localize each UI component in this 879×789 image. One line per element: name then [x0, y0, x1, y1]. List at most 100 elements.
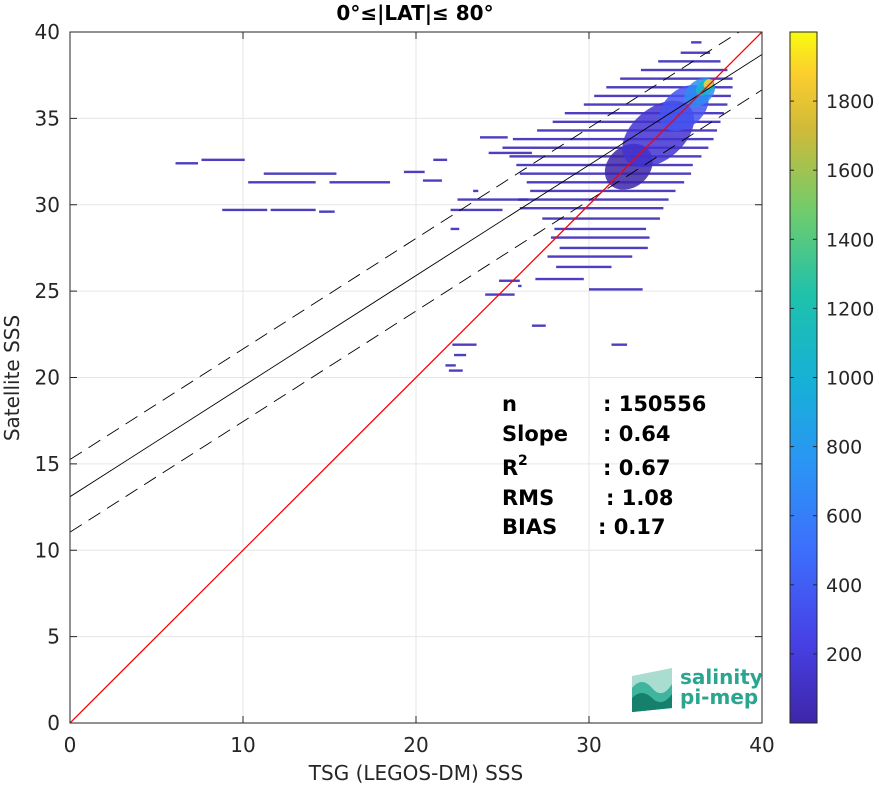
y-tick-label: 35: [35, 106, 60, 130]
density-bin-row: [422, 179, 442, 182]
density-bin-row: [509, 155, 702, 158]
density-bin-row: [537, 129, 718, 132]
density-bin-row: [589, 288, 643, 291]
density-bin-row: [594, 94, 731, 98]
y-tick-label: 10: [35, 538, 60, 562]
colorbar-tick-label: 1200: [826, 298, 874, 320]
identity-line: [70, 32, 762, 723]
density-bin-row: [445, 364, 456, 367]
density-bin-row: [499, 279, 520, 282]
stat-rms-value: : 1.08: [606, 486, 674, 510]
colorbar-tick-label: 1000: [826, 368, 874, 390]
x-tick-label: 10: [230, 733, 255, 757]
density-bin-row: [175, 162, 199, 165]
stat-bias-value: : 0.17: [598, 515, 666, 539]
x-axis-label: TSG (LEGOS-DM) SSS: [308, 761, 523, 785]
density-bin-row: [556, 265, 612, 269]
density-bin-row: [535, 277, 584, 281]
stat-rms-label: RMS: [502, 486, 554, 510]
density-bin-row: [583, 103, 728, 106]
density-bin-row: [452, 343, 477, 346]
stat-r2-sup: 2: [518, 453, 528, 469]
stat-n-value: : 150556: [603, 392, 706, 416]
density-bin-row: [547, 255, 633, 258]
density-bin-row: [640, 68, 728, 72]
colorbar: [789, 31, 818, 724]
density-bin-row: [319, 210, 335, 213]
density-bin-row: [542, 217, 660, 220]
colorbar-tick-label: 600: [826, 506, 862, 528]
density-bin-row: [518, 284, 522, 288]
density-bin-row: [329, 181, 391, 184]
density-bin-row: [554, 227, 647, 231]
density-bin-row: [433, 158, 448, 162]
density-bin-row: [559, 246, 648, 250]
stat-slope-label: Slope: [502, 422, 568, 446]
y-tick-label: 0: [47, 711, 60, 735]
density-bin-row: [201, 158, 245, 162]
stat-slope-value: : 0.64: [603, 422, 671, 446]
y-tick-label: 15: [35, 452, 60, 476]
density-bin-row: [403, 170, 425, 174]
colorbar-tick-label: 1400: [826, 229, 874, 251]
stat-n-label: n: [502, 392, 517, 416]
density-bin-row: [611, 343, 628, 346]
y-tick-label: 25: [35, 279, 60, 303]
density-bin-row: [680, 51, 711, 54]
density-bin-row: [473, 189, 479, 193]
y-tick-label: 20: [35, 366, 60, 390]
density-bin-row: [263, 172, 337, 175]
density-bin-row: [457, 198, 529, 201]
chart-title: 0°≤|LAT|≤ 80°: [336, 1, 493, 25]
logo-line2: pi-mep: [680, 685, 758, 709]
density-bin-row: [620, 77, 733, 80]
density-bin-row: [450, 208, 503, 212]
density-bin-row: [502, 146, 709, 149]
logo-line1: salinity: [680, 665, 763, 689]
x-tick-label: 0: [64, 733, 77, 757]
salinity-pi-mep-logo: salinity pi-mep: [632, 665, 763, 712]
y-tick-label: 30: [35, 193, 60, 217]
y-axis-label: Satellite SSS: [0, 315, 24, 441]
x-tick-label: 40: [749, 733, 774, 757]
x-tick-label: 30: [576, 733, 601, 757]
stat-r2-label: R: [502, 456, 518, 480]
density-bin-row: [531, 324, 546, 327]
density-bin-row: [606, 86, 733, 89]
x-tick-label: 20: [403, 733, 428, 757]
colorbar-ticks: 200 400 600 800 1000 1200 1400 1600 1800: [790, 91, 874, 666]
density-bin-row: [519, 207, 664, 210]
density-bin-row: [270, 208, 316, 212]
colorbar-tick-label: 200: [826, 644, 862, 666]
axis-ticks: 0 10 20 30 40 0 5 10 15 20 25 30 35 40: [35, 20, 775, 757]
density-bin-row: [448, 369, 463, 372]
stat-r2-value: : 0.67: [603, 456, 671, 480]
density-bin-row: [488, 151, 532, 155]
fit-upper-dashed-line: [70, 32, 740, 460]
stats-box: n : 150556 Slope : 0.64 R 2 : 0.67 RMS :…: [502, 392, 706, 539]
density-bin-row: [516, 163, 693, 167]
density-bin-row: [222, 208, 268, 212]
density-bin-row: [526, 181, 685, 184]
colorbar-tick-label: 1600: [826, 160, 874, 182]
density-bin-row: [450, 227, 460, 231]
density-bin-row: [248, 181, 316, 184]
density-bin-row: [480, 136, 508, 139]
colorbar-tick-label: 1800: [826, 91, 874, 113]
wave-logo-icon: [632, 668, 672, 712]
colorbar-tick-label: 800: [826, 437, 862, 459]
y-tick-label: 40: [35, 20, 60, 44]
stat-bias-label: BIAS: [502, 515, 557, 539]
density-bin-row: [658, 60, 721, 63]
density-bin-row: [512, 137, 714, 141]
regression-lines: [70, 32, 762, 723]
fit-lower-dashed-line: [70, 89, 762, 533]
density-bin-row: [550, 236, 650, 239]
fit-line: [70, 54, 762, 498]
density-bin-row: [454, 353, 467, 357]
density-bin-row: [691, 41, 702, 44]
colorbar-tick-label: 400: [826, 575, 862, 597]
y-tick-label: 5: [47, 625, 60, 649]
density-core-blob: [703, 79, 714, 89]
